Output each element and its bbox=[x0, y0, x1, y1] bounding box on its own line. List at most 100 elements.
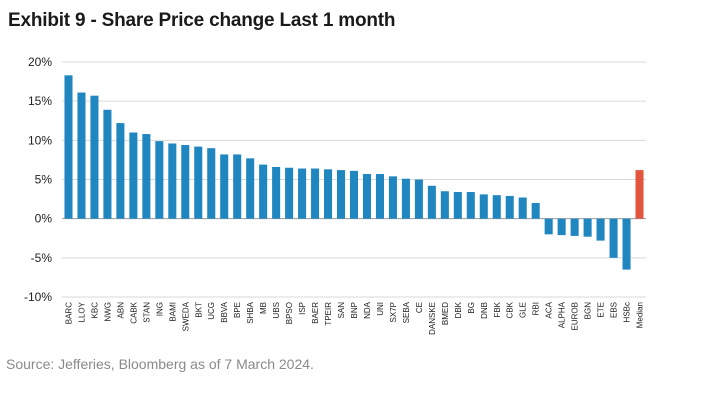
x-category-label: ETE bbox=[597, 302, 606, 318]
bar bbox=[479, 194, 488, 219]
y-tick-label: 10% bbox=[28, 133, 52, 147]
bar bbox=[103, 109, 112, 219]
y-tick-label: -10% bbox=[24, 290, 52, 304]
x-category-label: TPEIR bbox=[324, 302, 333, 326]
y-axis-ticks: 20% 15% 10% 5% 0% -5% -10% bbox=[24, 55, 52, 304]
x-category-label: LLOY bbox=[77, 301, 86, 322]
x-category-label: SX7P bbox=[389, 302, 398, 322]
x-category-label: Median bbox=[636, 302, 645, 328]
bar bbox=[259, 164, 268, 219]
x-category-label: NDA bbox=[363, 301, 372, 319]
chart-title: Exhibit 9 - Share Price change Last 1 mo… bbox=[8, 10, 396, 31]
bar bbox=[401, 178, 410, 219]
source-note: Source: Jefferies, Bloomberg as of 7 Mar… bbox=[6, 356, 314, 372]
x-category-label: BKT bbox=[194, 302, 203, 318]
bar bbox=[440, 191, 449, 219]
x-category-label: ING bbox=[155, 302, 164, 316]
bar bbox=[298, 168, 307, 219]
bar bbox=[311, 168, 320, 219]
x-category-label: ISP bbox=[298, 302, 307, 315]
x-category-label: ACA bbox=[545, 301, 554, 318]
x-axis-labels: BARC LLOY KBC NWG ABN CABK STAN ING BAMI SWEDA BKT… bbox=[64, 301, 644, 335]
x-category-label: BPSO bbox=[285, 302, 294, 324]
x-category-label: KBC bbox=[90, 302, 99, 319]
bar bbox=[596, 218, 605, 241]
x-category-label: ABN bbox=[116, 302, 125, 319]
bar bbox=[285, 167, 294, 219]
x-category-label: EUROB bbox=[571, 302, 580, 330]
bar bbox=[492, 195, 501, 219]
bar bbox=[168, 143, 177, 219]
x-category-label: BNP bbox=[350, 302, 359, 318]
x-category-label: SEBA bbox=[402, 301, 411, 323]
bar bbox=[388, 176, 397, 219]
x-category-label: ALPHA bbox=[558, 301, 567, 328]
x-category-label: RBI bbox=[532, 302, 541, 315]
x-category-label: DANSKE bbox=[428, 302, 437, 335]
bar bbox=[453, 192, 462, 219]
x-category-label: DNB bbox=[480, 302, 489, 319]
bar bbox=[466, 192, 475, 219]
bar bbox=[336, 170, 346, 219]
bar bbox=[531, 203, 540, 219]
y-tick-label: 20% bbox=[28, 55, 52, 69]
x-category-label: GLE bbox=[519, 302, 528, 318]
x-category-label: HSBc bbox=[623, 302, 632, 322]
bar bbox=[583, 218, 592, 237]
bar bbox=[518, 197, 527, 219]
x-category-label: UBS bbox=[272, 302, 281, 318]
x-category-label: CABK bbox=[129, 301, 138, 323]
x-category-label: BAMI bbox=[168, 302, 177, 322]
bar bbox=[194, 146, 203, 219]
bar bbox=[64, 75, 73, 219]
y-tick-label: 5% bbox=[35, 173, 53, 187]
bar bbox=[375, 174, 384, 219]
y-tick-label: 0% bbox=[35, 212, 53, 226]
bar bbox=[570, 218, 579, 236]
y-tick-label: -5% bbox=[31, 251, 53, 265]
bar bbox=[142, 134, 151, 219]
x-category-label: UCG bbox=[207, 302, 216, 320]
bar bbox=[272, 166, 281, 219]
bar-median bbox=[635, 170, 644, 219]
bar bbox=[77, 92, 86, 219]
x-category-label: SWEDA bbox=[181, 301, 190, 331]
bar bbox=[116, 123, 125, 219]
x-category-label: NWG bbox=[103, 302, 112, 322]
x-category-label: SHBA bbox=[246, 301, 255, 323]
x-category-label: EBS bbox=[610, 302, 619, 318]
bar bbox=[414, 179, 423, 219]
x-category-label: BARC bbox=[64, 302, 73, 324]
bar bbox=[362, 174, 372, 219]
x-category-label: BMED bbox=[441, 302, 450, 325]
x-category-label: BAER bbox=[311, 302, 320, 324]
bars bbox=[64, 75, 644, 270]
x-category-label: MB bbox=[259, 302, 268, 314]
x-category-label: DBK bbox=[454, 301, 463, 318]
bar bbox=[557, 218, 566, 236]
x-category-label: BGN bbox=[584, 302, 593, 320]
bar bbox=[246, 158, 255, 219]
bar bbox=[349, 170, 359, 219]
x-category-label: CE bbox=[415, 302, 424, 313]
bar bbox=[90, 95, 99, 219]
bar bbox=[544, 218, 553, 235]
x-category-label: FBK bbox=[493, 301, 502, 317]
bar bbox=[233, 154, 242, 219]
bar bbox=[181, 145, 190, 219]
bar bbox=[622, 218, 631, 270]
bar bbox=[609, 218, 618, 258]
x-category-label: BG bbox=[467, 302, 476, 314]
bar bbox=[155, 141, 164, 219]
x-category-label: SAN bbox=[337, 302, 346, 319]
y-tick-label: 15% bbox=[28, 94, 52, 108]
x-category-label: BPE bbox=[233, 302, 242, 318]
bar bbox=[129, 132, 138, 219]
x-category-label: BBVA bbox=[220, 301, 229, 322]
x-category-label: STAN bbox=[142, 302, 151, 323]
x-category-label: UNI bbox=[376, 302, 385, 316]
x-category-label: CBK bbox=[506, 301, 515, 318]
bar bbox=[505, 195, 514, 219]
bar bbox=[220, 154, 229, 219]
